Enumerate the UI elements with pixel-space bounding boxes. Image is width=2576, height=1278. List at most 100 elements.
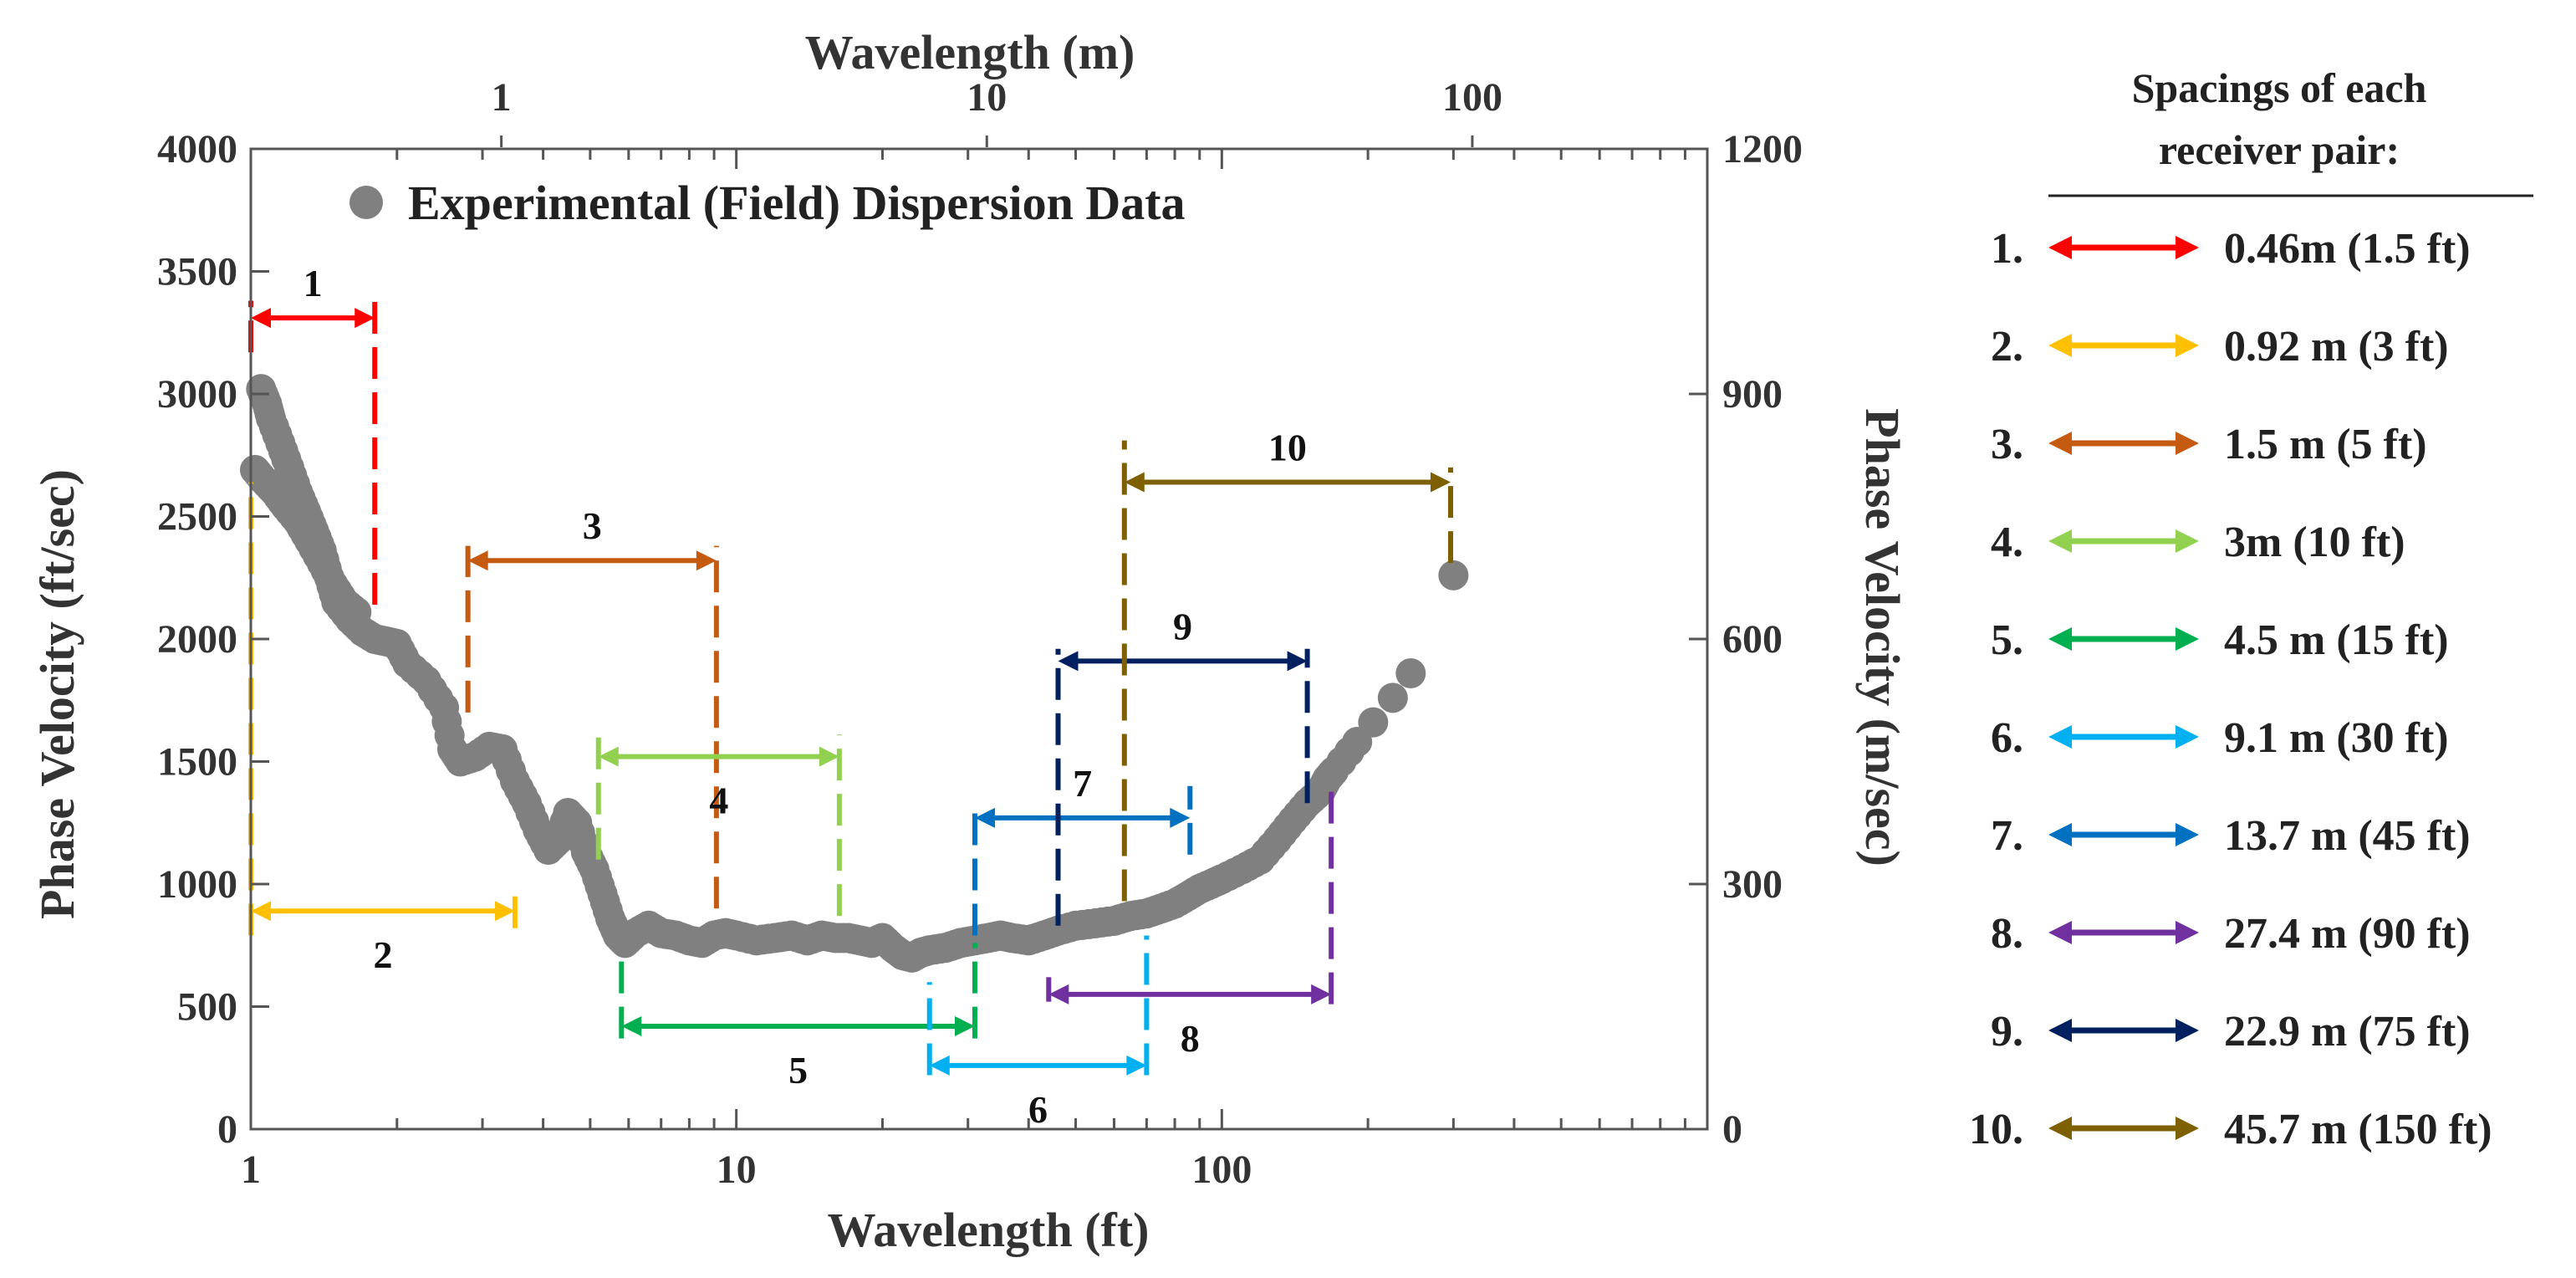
range-arrow-head-right — [954, 1015, 975, 1036]
legend-arrow-head-right — [2176, 627, 2199, 651]
range-arrow-head-left — [598, 746, 619, 767]
legend-item: 10. 45.7 m (150 ft) — [1969, 1106, 2492, 1153]
y-left-tick-label: 3000 — [157, 372, 237, 417]
x-axis-top-title: Wavelength (m) — [805, 25, 1135, 79]
y-right-tick-label: 1200 — [1722, 127, 1803, 171]
legend-item-index: 10. — [1969, 1106, 2023, 1153]
legend-items: 1. 0.46m (1.5 ft) 2. 0.92 m (3 ft) 3. 1.5 m (… — [1969, 225, 2492, 1153]
range-marker-9: 9 — [1055, 605, 1310, 926]
x-bottom-tick-label: 10 — [717, 1148, 757, 1192]
legend-item-index: 8. — [1991, 910, 2023, 958]
range-arrow-head-left — [929, 1055, 950, 1076]
range-marker-4: 4 — [595, 734, 842, 917]
legend-arrow-head-right — [2176, 921, 2199, 944]
legend-item-label: 9.1 m (30 ft) — [2224, 714, 2449, 762]
x-bottom-tick-label: 100 — [1191, 1148, 1252, 1192]
legend-item-index: 2. — [1991, 323, 2023, 371]
scatter-points — [239, 374, 1469, 973]
range-label-7: 7 — [1073, 762, 1092, 805]
legend-arrow-head-left — [2048, 1117, 2072, 1140]
range-arrow-head-left — [467, 550, 488, 571]
range-label-4: 4 — [709, 780, 728, 822]
legend-item: 3. 1.5 m (5 ft) — [1991, 421, 2427, 468]
range-label-10: 10 — [1268, 426, 1307, 468]
series-legend-marker — [349, 186, 383, 219]
range-arrow-head-left — [621, 1015, 642, 1036]
y-left-tick-label: 4000 — [157, 127, 237, 171]
legend-arrow-head-right — [2176, 725, 2199, 749]
range-marker-8: 8 — [1046, 779, 1334, 1060]
range-label-2: 2 — [373, 933, 392, 976]
legend-item-index: 9. — [1991, 1008, 2023, 1056]
y-right-tick-label: 900 — [1722, 372, 1783, 417]
legend-item-index: 7. — [1991, 812, 2023, 860]
range-arrow-head-right — [1311, 984, 1332, 1005]
legend-item-label: 45.7 m (150 ft) — [2224, 1106, 2492, 1153]
series-legend-label: Experimental (Field) Dispersion Data — [408, 176, 1186, 230]
y-left-tick-label: 2500 — [157, 495, 237, 539]
receiver-legend: Spacings of each receiver pair: 1. 0.46m … — [1969, 64, 2533, 1153]
legend-item-label: 4.5 m (15 ft) — [2224, 616, 2449, 664]
range-arrow-head-right — [1287, 651, 1308, 672]
legend-title-line1: Spacings of each — [2132, 64, 2427, 111]
legend-arrow-head-left — [2048, 1019, 2072, 1042]
legend-arrow-head-left — [2048, 725, 2072, 749]
range-label-9: 9 — [1173, 605, 1192, 647]
legend-item-index: 4. — [1991, 519, 2023, 566]
y-axis-right-title: Phase Velocity (m/sec) — [1855, 408, 1910, 866]
legend-arrow-head-left — [2048, 334, 2072, 357]
range-arrow-head-right — [1170, 807, 1191, 828]
legend-item-label: 0.46m (1.5 ft) — [2224, 225, 2471, 273]
range-arrow-head-right — [494, 901, 515, 922]
legend-item-label: 13.7 m (45 ft) — [2224, 812, 2471, 860]
legend-arrow-head-left — [2048, 627, 2072, 651]
legend-arrow-head-right — [2176, 334, 2199, 357]
range-arrow-head-left — [251, 901, 271, 922]
legend-item: 7. 13.7 m (45 ft) — [1991, 812, 2471, 860]
legend-arrow-head-left — [2048, 921, 2072, 944]
legend-item: 5. 4.5 m (15 ft) — [1991, 616, 2449, 664]
legend-arrow-head-right — [2176, 1117, 2199, 1140]
range-arrow-head-right — [1126, 1055, 1147, 1076]
y-axis-left-title: Phase Velocity (ft/sec) — [30, 469, 84, 919]
y-right-tick-label: 0 — [1722, 1107, 1742, 1152]
data-point — [1358, 707, 1389, 738]
range-arrow-head-right — [355, 308, 375, 329]
legend-item-index: 1. — [1991, 225, 2023, 273]
legend-item-label: 0.92 m (3 ft) — [2224, 323, 2449, 371]
range-label-3: 3 — [583, 504, 602, 547]
legend-arrow-head-left — [2048, 823, 2072, 846]
range-marker-6: 6 — [926, 935, 1150, 1131]
legend-arrow-head-right — [2176, 236, 2199, 259]
y-right-tick-label: 300 — [1722, 862, 1783, 907]
legend-arrow-head-right — [2176, 529, 2199, 553]
range-marker-2: 2 — [248, 482, 518, 976]
range-label-6: 6 — [1028, 1088, 1048, 1131]
legend-item-index: 3. — [1991, 421, 2023, 468]
legend-item: 4. 3m (10 ft) — [1991, 519, 2405, 566]
legend-item-label: 27.4 m (90 ft) — [2224, 910, 2471, 958]
range-arrow-head-left — [1124, 472, 1145, 493]
legend-arrow-head-right — [2176, 823, 2199, 846]
data-point — [341, 596, 372, 627]
data-point — [1377, 682, 1408, 713]
range-arrow-head-left — [251, 308, 271, 329]
y-left-tick-label: 3500 — [157, 250, 237, 294]
axes — [249, 135, 1709, 1131]
range-marker-5: 5 — [619, 943, 977, 1091]
legend-arrow-head-left — [2048, 529, 2072, 553]
range-arrow-head-left — [1048, 984, 1069, 1005]
legend-title-line2: receiver pair: — [2159, 126, 2400, 173]
range-arrow-head-left — [1058, 651, 1079, 672]
legend-arrow-head-left — [2048, 236, 2072, 259]
range-marker-3: 3 — [465, 504, 719, 909]
y-left-tick-label: 0 — [217, 1107, 237, 1152]
y-left-tick-label: 1500 — [157, 740, 237, 785]
range-marker-7: 7 — [972, 762, 1193, 936]
legend-item: 9. 22.9 m (75 ft) — [1991, 1008, 2471, 1056]
legend-item: 6. 9.1 m (30 ft) — [1991, 714, 2449, 762]
x-top-tick-label: 100 — [1442, 75, 1502, 120]
legend-item-label: 1.5 m (5 ft) — [2224, 421, 2427, 468]
